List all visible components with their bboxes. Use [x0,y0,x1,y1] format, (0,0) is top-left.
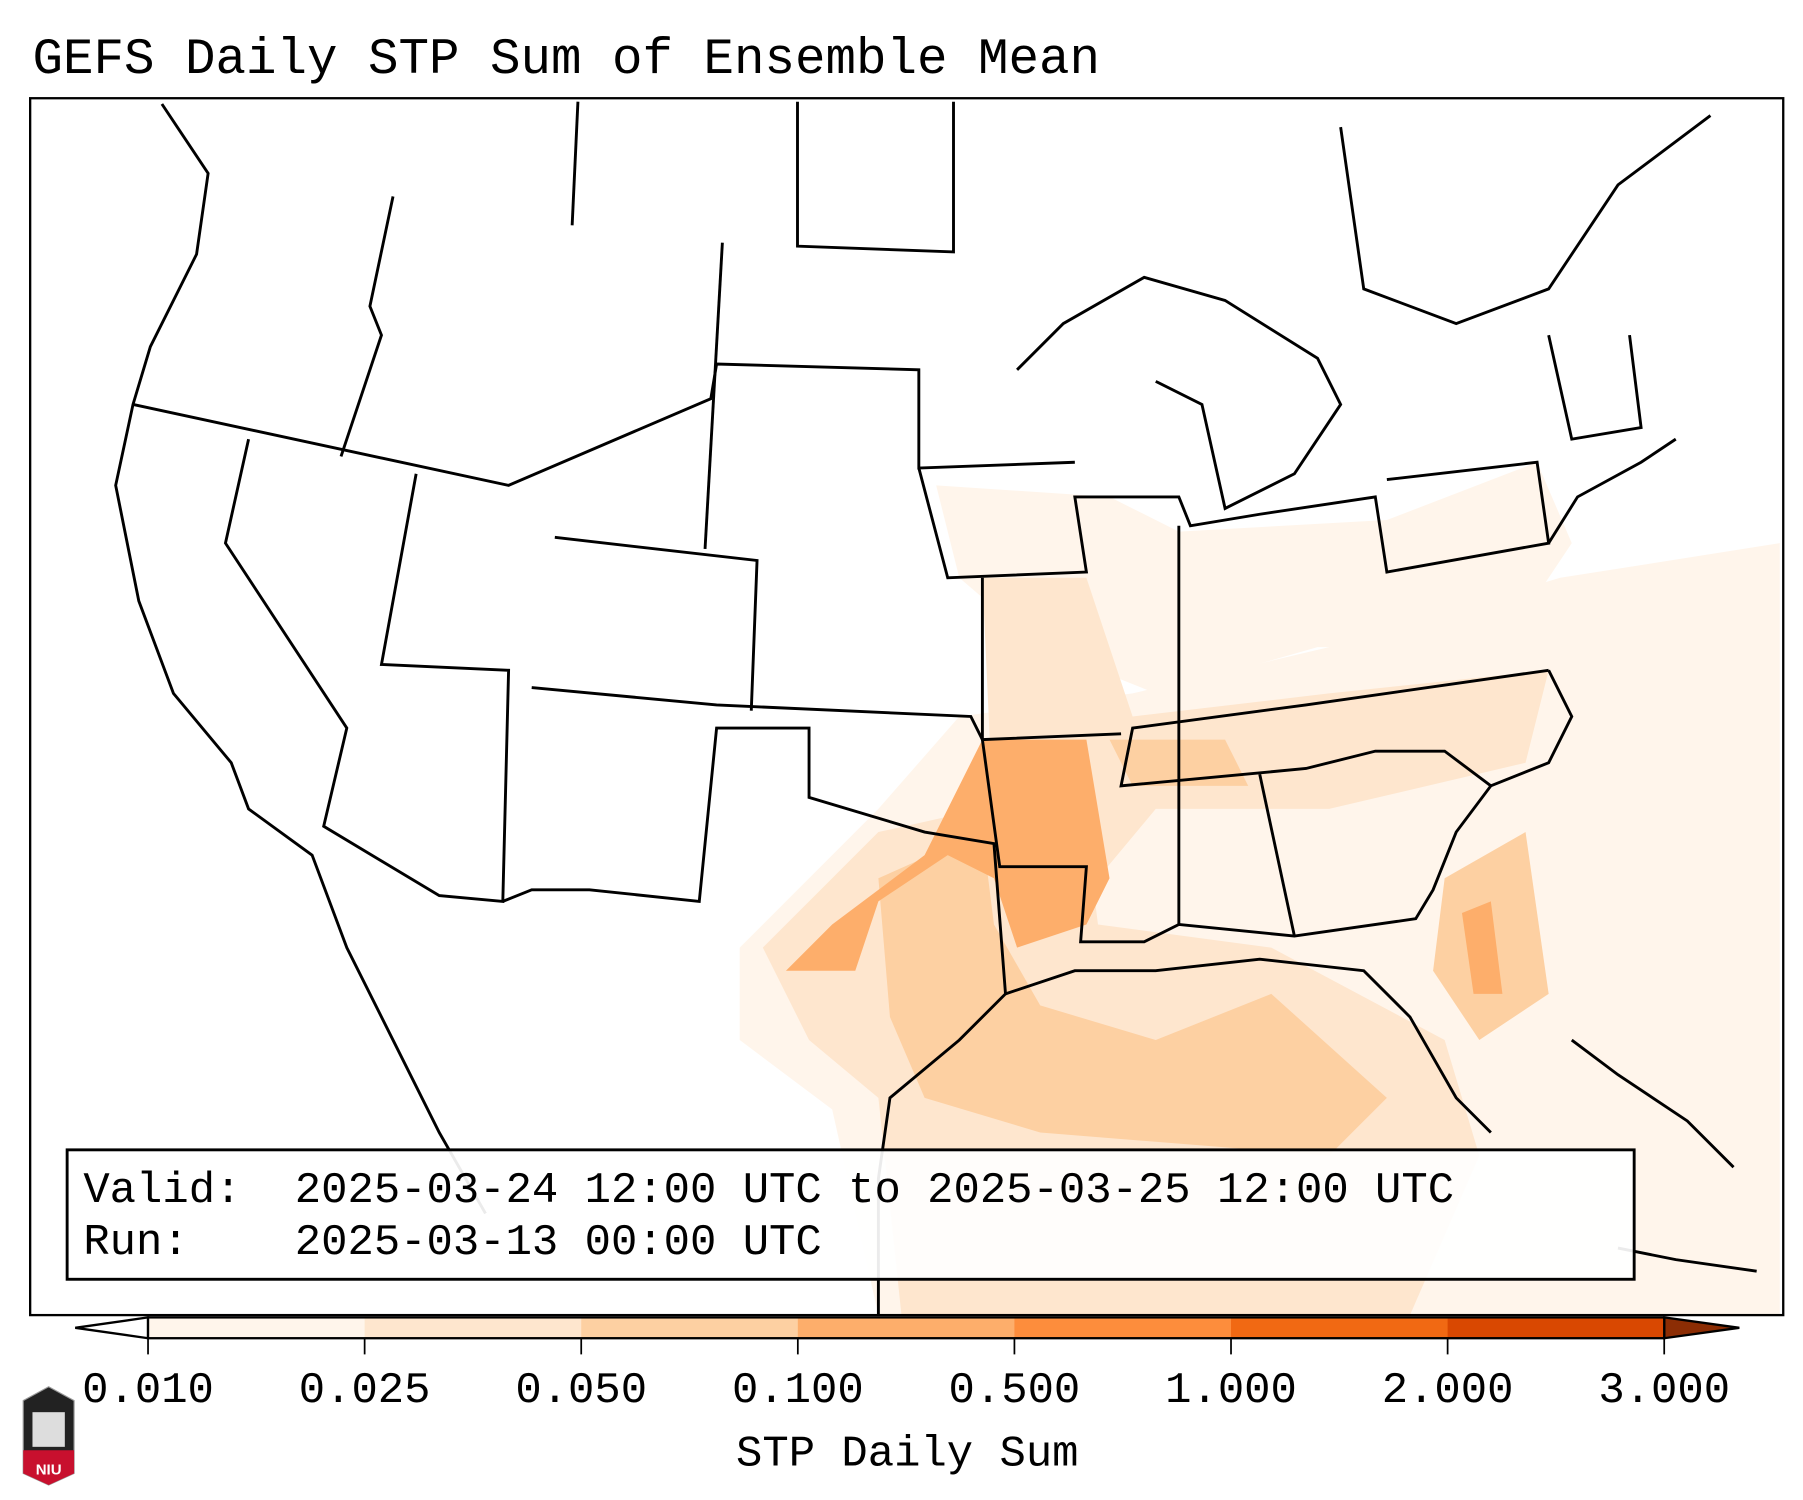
colorbar-label: STP Daily Sum [736,1429,1079,1479]
map-panel [29,97,1785,1317]
colorbar-tick-label: 0.025 [299,1366,431,1416]
colorbar-tick-label: 0.100 [732,1366,864,1416]
colorbar-segment [1231,1317,1449,1339]
colorbar-tick-label: 0.010 [82,1366,214,1416]
colorbar-segment [797,1317,1015,1339]
info-box: Valid: 2025-03-24 12:00 UTC to 2025-03-2… [65,1148,1636,1281]
niu-logo: NIU [22,1386,75,1486]
colorbar-tick-label: 3.000 [1598,1366,1730,1416]
colorbar-segment [1014,1317,1232,1339]
colorbar-segment [148,1317,366,1339]
valid-label: Valid: [83,1166,241,1216]
colorbar-segment [364,1317,582,1339]
colorbar-tick-label: 0.050 [515,1366,647,1416]
figure-title: GEFS Daily STP Sum of Ensemble Mean [32,32,1100,89]
colorbar-outline [146,1316,1666,1340]
colorbar: 0.010 0.025 0.050 0.100 0.500 1.000 2.000 3.000 [75,1316,1740,1416]
colorbar-over-arrow [1663,1316,1740,1340]
colorbar-tick-label: 1.000 [1165,1366,1297,1416]
colorbar-under-arrow [75,1316,150,1340]
valid-value: 2025-03-24 12:00 UTC to 2025-03-25 12:00… [295,1166,1454,1216]
map-boundaries [114,101,1757,1316]
colorbar-segment [581,1317,799,1339]
svg-text:NIU: NIU [36,1462,62,1479]
run-value: 2025-03-13 00:00 UTC [295,1218,822,1268]
map-frame [29,97,1785,1317]
colorbar-tick-label: 0.500 [949,1366,1081,1416]
run-label: Run: [83,1218,188,1268]
colorbar-segment [1447,1317,1665,1339]
colorbar-tick-label: 2.000 [1382,1366,1514,1416]
stp-shading [739,462,1780,1316]
